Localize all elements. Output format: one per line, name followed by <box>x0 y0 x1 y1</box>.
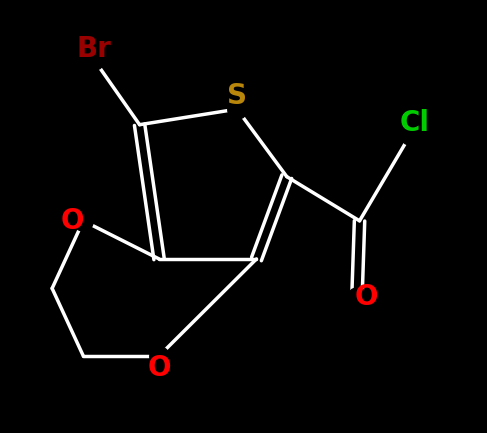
Text: O: O <box>355 283 378 311</box>
Text: Cl: Cl <box>399 109 430 137</box>
Text: S: S <box>227 82 247 110</box>
Text: O: O <box>61 207 84 235</box>
Text: Br: Br <box>76 35 112 63</box>
Text: O: O <box>147 354 171 382</box>
